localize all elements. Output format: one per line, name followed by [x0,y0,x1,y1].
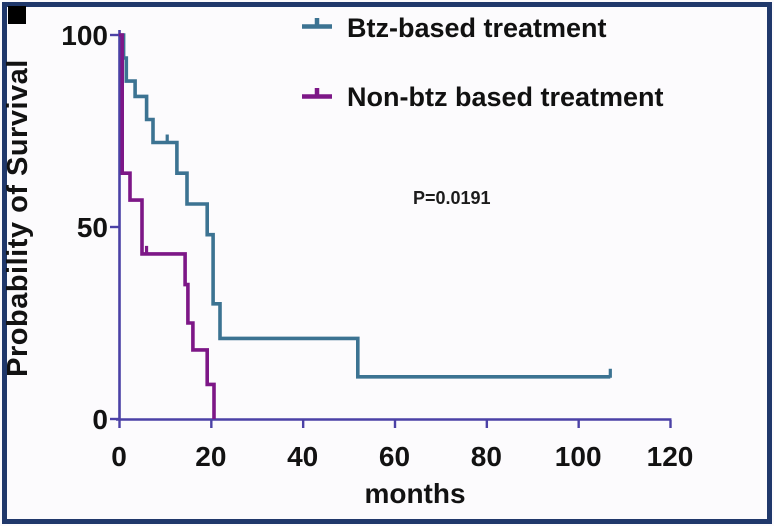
x-tick-label: 60 [379,441,410,472]
legend-label-btz: Btz-based treatment [347,13,607,43]
y-tick-label: 0 [92,404,108,435]
x-tick-label: 20 [195,441,226,472]
y-tick-label: 50 [77,212,108,243]
x-tick-label: 0 [111,441,127,472]
x-tick-label: 40 [287,441,318,472]
legend-marker-btz-icon [302,18,332,29]
legend-marker-nonbtz-icon [302,88,332,99]
y-tick-label: 100 [61,20,108,51]
x-tick-label: 120 [647,441,694,472]
corner-marker-square [8,6,26,24]
x-tick-label: 80 [471,441,502,472]
legend: Btz-based treatment Non-btz based treatm… [302,13,664,112]
p-value-label: P=0.0191 [413,188,491,208]
legend-label-nonbtz: Non-btz based treatment [347,82,664,112]
y-axis-label: Probability of Survival [2,59,34,377]
axes [110,30,672,428]
axis-lines [116,30,672,421]
km-curve-btz [119,33,611,379]
km-curve-nonbtz [119,33,216,419]
tick-labels: 100 50 00 20 40 60 80 100 120 [61,20,693,472]
survival-curves [119,33,612,419]
x-axis-label: months [364,478,465,509]
x-tick-label: 100 [555,441,602,472]
